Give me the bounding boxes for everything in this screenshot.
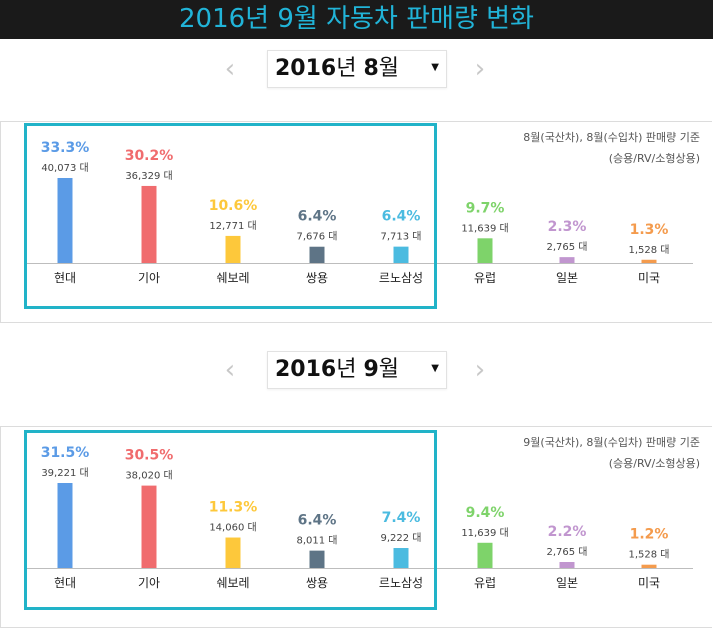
data-label-units: 40,073 대: [41, 162, 88, 174]
x-tick-label: 쉐보레: [216, 271, 249, 285]
month-select[interactable]: 2016년 9월 ▼: [267, 351, 447, 389]
x-tick-label: 쌍용: [306, 271, 328, 285]
data-label-units: 7,713 대: [380, 231, 421, 243]
domestic-highlight-box: [24, 430, 437, 610]
data-label-units: 8,011 대: [296, 535, 337, 547]
x-tick-label: 기아: [138, 576, 160, 590]
x-tick-label: 현대: [54, 271, 76, 285]
dropdown-caret-icon: ▼: [431, 363, 439, 374]
bar: [225, 537, 241, 568]
x-tick-label: 유럽: [474, 271, 496, 285]
sales-bar-chart: 31.5% 39,221 대현대 30.5% 38,020 대기아 11.3% 14,06…: [25, 445, 693, 590]
data-label-units: 7,676 대: [296, 231, 337, 243]
bar: [309, 246, 325, 263]
x-tick-label: 현대: [54, 576, 76, 590]
x-tick-label: 일본: [556, 576, 578, 590]
data-label-units: 2,765 대: [546, 546, 587, 558]
bar: [477, 542, 493, 568]
data-label-share: 2.2%: [548, 524, 587, 540]
bar: [477, 238, 493, 263]
bar: [559, 257, 575, 263]
data-label-share: 1.3%: [630, 222, 669, 238]
prev-month-arrow-icon[interactable]: ‹: [224, 54, 236, 84]
bar: [309, 550, 325, 568]
bar: [141, 485, 157, 568]
domestic-highlight-box: [24, 123, 437, 309]
data-label-share: 6.4%: [382, 209, 421, 225]
month-selector-nav: ‹ 2016년 9월 ▼ ›: [0, 351, 713, 391]
bar: [393, 246, 409, 263]
bar: [141, 185, 157, 263]
x-tick-label: 유럽: [474, 576, 496, 590]
x-tick-label: 쉐보레: [216, 576, 249, 590]
chart-note-line1: 8월(국산차), 8월(수입차) 판매량 기준: [523, 131, 700, 144]
x-tick-label: 일본: [556, 271, 578, 285]
data-label-units: 39,221 대: [41, 467, 88, 479]
bar: [57, 483, 73, 568]
data-label-units: 38,020 대: [125, 470, 172, 482]
month-select-value: 2016년 9월: [275, 357, 400, 382]
data-label-units: 14,060 대: [209, 522, 256, 534]
chart-note-line2: (승용/RV/소형상용): [608, 152, 700, 165]
data-label-units: 12,771 대: [209, 220, 256, 232]
month-select[interactable]: 2016년 8월 ▼: [267, 50, 447, 88]
month-selector-nav: ‹ 2016년 8월 ▼ ›: [0, 50, 713, 90]
data-label-share: 9.7%: [466, 200, 505, 216]
chart-note: 8월(국산차), 8월(수입차) 판매량 기준 (승용/RV/소형상용): [523, 127, 700, 169]
data-label-share: 9.4%: [466, 505, 505, 521]
data-label-share: 30.5%: [125, 448, 174, 464]
bar: [559, 562, 575, 568]
month-select-value: 2016년 8월: [275, 56, 400, 81]
chart-note-line2: (승용/RV/소형상용): [608, 457, 700, 470]
chart-note-line1: 9월(국산차), 8월(수입차) 판매량 기준: [523, 436, 700, 449]
data-label-units: 9,222 대: [380, 532, 421, 544]
data-label-units: 11,639 대: [461, 222, 508, 234]
prev-month-arrow-icon[interactable]: ‹: [224, 355, 236, 385]
x-tick-label: 르노삼성: [379, 576, 423, 590]
dropdown-caret-icon: ▼: [431, 62, 439, 73]
data-label-units: 11,639 대: [461, 527, 508, 539]
data-label-share: 7.4%: [382, 510, 421, 526]
data-label-units: 1,528 대: [628, 244, 669, 256]
sales-bar-chart: 33.3% 40,073 대현대 30.2% 36,329 대기아 10.6% 12,77…: [25, 140, 693, 285]
data-label-share: 11.3%: [209, 500, 258, 516]
bar: [225, 235, 241, 263]
data-label-units: 1,528 대: [628, 549, 669, 561]
data-label-share: 6.4%: [298, 513, 337, 529]
chart-note: 9월(국산차), 8월(수입차) 판매량 기준 (승용/RV/소형상용): [523, 432, 700, 474]
next-month-arrow-icon[interactable]: ›: [474, 54, 486, 84]
data-label-share: 1.2%: [630, 527, 669, 543]
bar: [57, 178, 73, 263]
data-label-units: 36,329 대: [125, 170, 172, 182]
x-tick-label: 기아: [138, 271, 160, 285]
bar: [393, 548, 409, 568]
x-tick-label: 미국: [638, 576, 660, 590]
x-tick-label: 미국: [638, 271, 660, 285]
page-title: 2016년 9월 자동차 판매량 변화: [0, 0, 713, 39]
data-label-share: 31.5%: [41, 445, 90, 461]
x-tick-label: 르노삼성: [379, 271, 423, 285]
bar: [641, 564, 657, 568]
data-label-share: 6.4%: [298, 209, 337, 225]
next-month-arrow-icon[interactable]: ›: [474, 355, 486, 385]
data-label-share: 30.2%: [125, 148, 174, 164]
data-label-share: 2.3%: [548, 219, 587, 235]
data-label-share: 33.3%: [41, 140, 90, 156]
bar: [641, 259, 657, 263]
data-label-share: 10.6%: [209, 198, 258, 214]
x-tick-label: 쌍용: [306, 576, 328, 590]
data-label-units: 2,765 대: [546, 241, 587, 253]
